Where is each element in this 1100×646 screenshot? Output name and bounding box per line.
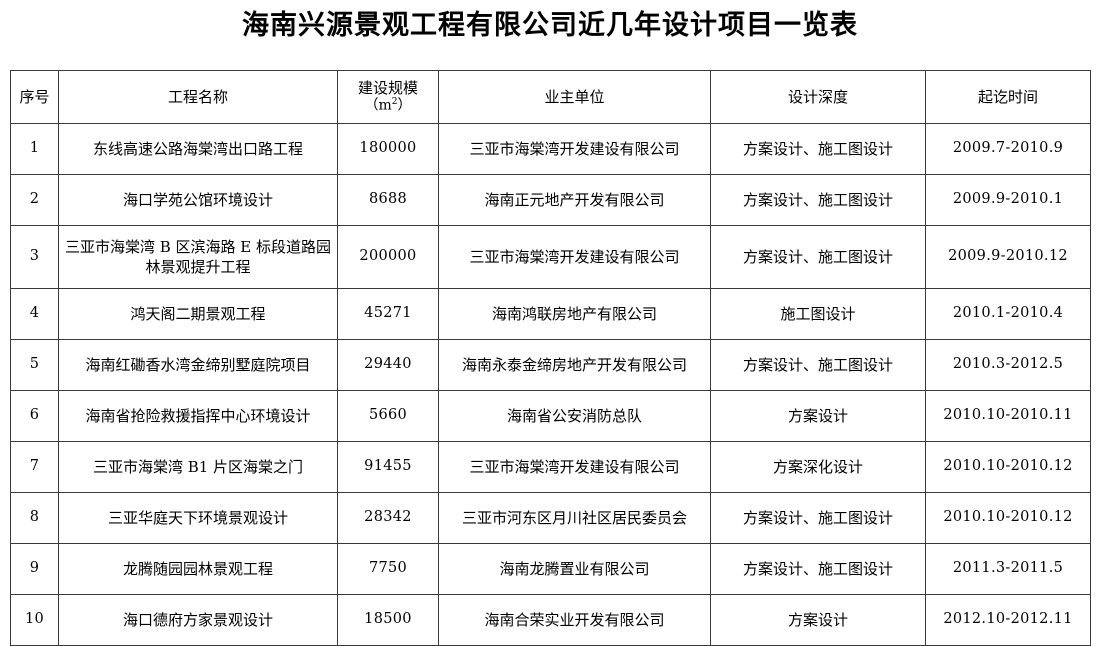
cell-scale: 45271	[337, 288, 439, 340]
unit-open-paren: （m	[364, 97, 392, 114]
cell-scale: 28342	[337, 492, 439, 544]
cell-owner: 海南正元地产开发有限公司	[438, 174, 711, 226]
cell-index: 1	[10, 123, 59, 175]
cell-owner: 三亚市河东区月川社区居民委员会	[438, 492, 711, 544]
cell-depth: 方案设计、施工图设计	[710, 339, 926, 391]
cell-scale: 8688	[337, 174, 439, 226]
cell-index: 7	[10, 441, 59, 493]
table-row: 6 海南省抢险救援指挥中心环境设计 5660 海南省公安消防总队 方案设计 20…	[10, 390, 1091, 442]
cell-period: 2009.9-2010.12	[925, 225, 1091, 289]
cell-scale: 7750	[337, 543, 439, 595]
cell-name: 海南红磡香水湾金缔别墅庭院项目	[58, 339, 338, 391]
cell-period: 2010.3-2012.5	[925, 339, 1091, 391]
cell-period: 2009.9-2010.1	[925, 174, 1091, 226]
cell-period: 2009.7-2010.9	[925, 123, 1091, 175]
cell-scale: 91455	[337, 441, 439, 493]
unit-close-paren: ）	[397, 97, 412, 114]
cell-name: 东线高速公路海棠湾出口路工程	[58, 123, 338, 175]
table-row: 7 三亚市海棠湾 B1 片区海棠之门 91455 三亚市海棠湾开发建设有限公司 …	[10, 441, 1091, 493]
cell-owner: 海南龙腾置业有限公司	[438, 543, 711, 595]
table-body: 1 东线高速公路海棠湾出口路工程 180000 三亚市海棠湾开发建设有限公司 方…	[10, 123, 1091, 646]
cell-depth: 方案设计、施工图设计	[710, 492, 926, 544]
cell-scale: 5660	[337, 390, 439, 442]
cell-owner: 海南鸿联房地产有限公司	[438, 288, 711, 340]
cell-index: 6	[10, 390, 59, 442]
cell-name: 海南省抢险救援指挥中心环境设计	[58, 390, 338, 442]
cell-owner: 海南合荣实业开发有限公司	[438, 594, 711, 646]
column-header-index: 序号	[10, 70, 59, 124]
table-row: 3 三亚市海棠湾 B 区滨海路 E 标段道路园林景观提升工程 200000 三亚…	[10, 225, 1091, 289]
cell-index: 3	[10, 225, 59, 289]
column-header-scale-label: 建设规模	[357, 78, 418, 97]
cell-owner: 海南永泰金缔房地产开发有限公司	[438, 339, 711, 391]
cell-depth: 施工图设计	[710, 288, 926, 340]
cell-name: 三亚市海棠湾 B 区滨海路 E 标段道路园林景观提升工程	[58, 225, 338, 289]
cell-name: 海口学苑公馆环境设计	[58, 174, 338, 226]
cell-name: 鸿天阁二期景观工程	[58, 288, 338, 340]
cell-depth: 方案设计	[710, 390, 926, 442]
project-table: 序号 工程名称 建设规模 （m2） 业主单位 设计深度 起讫时间 1 东线高速公…	[10, 70, 1091, 646]
cell-name: 龙腾随园园林景观工程	[58, 543, 338, 595]
cell-index: 9	[10, 543, 59, 595]
cell-name: 三亚市海棠湾 B1 片区海棠之门	[58, 441, 338, 493]
table-row: 10 海口德府方家景观设计 18500 海南合荣实业开发有限公司 方案设计 20…	[10, 594, 1091, 646]
table-row: 1 东线高速公路海棠湾出口路工程 180000 三亚市海棠湾开发建设有限公司 方…	[10, 123, 1091, 175]
cell-period: 2011.3-2011.5	[925, 543, 1091, 595]
cell-period: 2010.10-2010.12	[925, 492, 1091, 544]
cell-period: 2010.10-2010.12	[925, 441, 1091, 493]
cell-owner: 三亚市海棠湾开发建设有限公司	[438, 123, 711, 175]
project-table-container: 序号 工程名称 建设规模 （m2） 业主单位 设计深度 起讫时间 1 东线高速公…	[10, 70, 1091, 646]
cell-depth: 方案深化设计	[710, 441, 926, 493]
cell-period: 2010.10-2010.11	[925, 390, 1091, 442]
table-row: 4 鸿天阁二期景观工程 45271 海南鸿联房地产有限公司 施工图设计 2010…	[10, 288, 1091, 340]
table-header: 序号 工程名称 建设规模 （m2） 业主单位 设计深度 起讫时间	[10, 70, 1091, 124]
cell-depth: 方案设计、施工图设计	[710, 225, 926, 289]
column-header-scale: 建设规模 （m2）	[337, 70, 439, 124]
table-row: 8 三亚华庭天下环境景观设计 28342 三亚市河东区月川社区居民委员会 方案设…	[10, 492, 1091, 544]
cell-scale: 18500	[337, 594, 439, 646]
cell-depth: 方案设计、施工图设计	[710, 174, 926, 226]
page-title: 海南兴源景观工程有限公司近几年设计项目一览表	[242, 10, 858, 41]
cell-name: 三亚华庭天下环境景观设计	[58, 492, 338, 544]
cell-depth: 方案设计、施工图设计	[710, 123, 926, 175]
cell-index: 2	[10, 174, 59, 226]
cell-owner: 海南省公安消防总队	[438, 390, 711, 442]
cell-depth: 方案设计、施工图设计	[710, 543, 926, 595]
unit-superscript: 2	[391, 97, 398, 108]
table-header-row: 序号 工程名称 建设规模 （m2） 业主单位 设计深度 起讫时间	[10, 70, 1091, 124]
cell-scale: 29440	[337, 339, 439, 391]
table-row: 5 海南红磡香水湾金缔别墅庭院项目 29440 海南永泰金缔房地产开发有限公司 …	[10, 339, 1091, 391]
cell-index: 10	[10, 594, 59, 646]
cell-scale: 200000	[337, 225, 439, 289]
cell-index: 8	[10, 492, 59, 544]
column-header-scale-unit: （m2）	[341, 97, 435, 115]
document-page: 海南兴源景观工程有限公司近几年设计项目一览表 序号 工程名称 建设规模 （m2）	[10, 10, 1091, 646]
cell-period: 2010.1-2010.4	[925, 288, 1091, 340]
cell-name: 海口德府方家景观设计	[58, 594, 338, 646]
column-header-period: 起讫时间	[925, 70, 1091, 124]
column-header-name: 工程名称	[58, 70, 338, 124]
cell-owner: 三亚市海棠湾开发建设有限公司	[438, 441, 711, 493]
cell-index: 4	[10, 288, 59, 340]
cell-period: 2012.10-2012.11	[925, 594, 1091, 646]
table-row: 2 海口学苑公馆环境设计 8688 海南正元地产开发有限公司 方案设计、施工图设…	[10, 174, 1091, 226]
cell-index: 5	[10, 339, 59, 391]
column-header-owner: 业主单位	[438, 70, 711, 124]
column-header-depth: 设计深度	[710, 70, 926, 124]
table-row: 9 龙腾随园园林景观工程 7750 海南龙腾置业有限公司 方案设计、施工图设计 …	[10, 543, 1091, 595]
cell-depth: 方案设计	[710, 594, 926, 646]
cell-owner: 三亚市海棠湾开发建设有限公司	[438, 225, 711, 289]
cell-scale: 180000	[337, 123, 439, 175]
